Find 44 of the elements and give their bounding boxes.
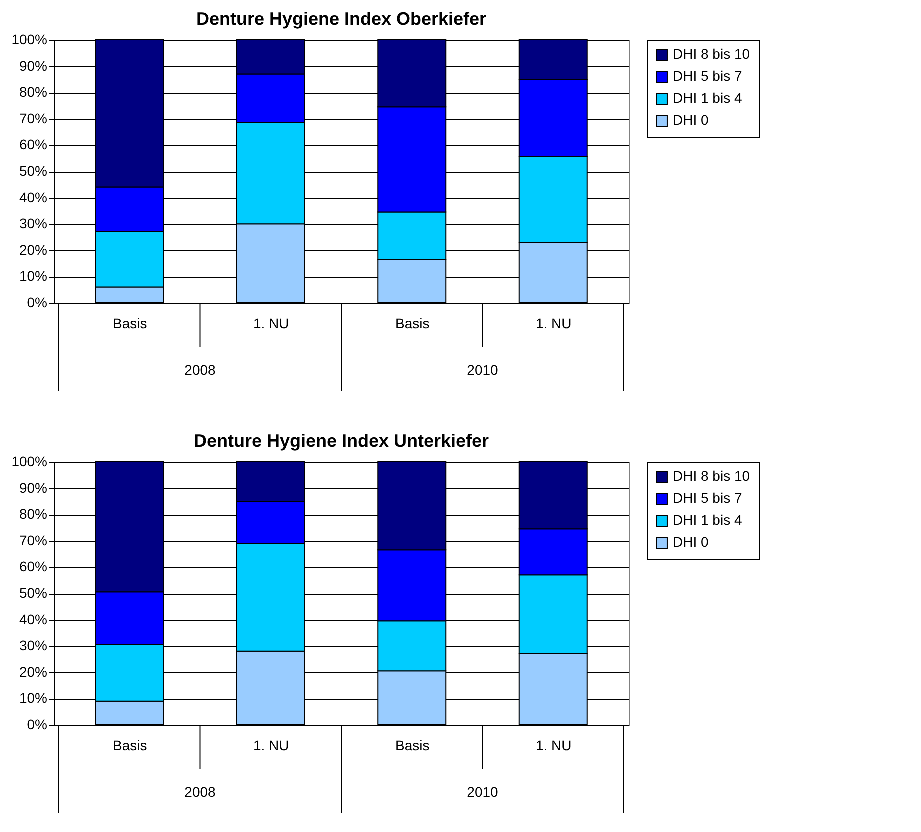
y-tick-label: 0% bbox=[27, 716, 48, 732]
chart-title: Denture Hygiene Index Oberkiefer bbox=[196, 9, 487, 29]
y-tick-label: 70% bbox=[19, 532, 48, 548]
legend-label: DHI 1 bis 4 bbox=[673, 90, 742, 106]
legend-label: DHI 8 bis 10 bbox=[673, 46, 750, 62]
y-tick-label: 30% bbox=[19, 216, 48, 232]
legend-label: DHI 0 bbox=[673, 112, 709, 128]
y-tick-label: 0% bbox=[27, 294, 48, 310]
y-tick-label: 40% bbox=[19, 611, 48, 628]
y-tick-label: 30% bbox=[19, 638, 48, 654]
text: 2010 bbox=[467, 784, 499, 800]
legend-label: DHI 8 bis 10 bbox=[673, 468, 750, 484]
legend-label: DHI 1 bis 4 bbox=[673, 512, 742, 528]
y-tick-label: 20% bbox=[19, 664, 48, 680]
legend-label: DHI 0 bbox=[673, 534, 709, 550]
y-tick-label: 90% bbox=[19, 58, 48, 74]
y-tick-label: 10% bbox=[19, 690, 48, 706]
legend-label: DHI 5 bis 7 bbox=[673, 490, 742, 506]
legend-label: DHI 5 bis 7 bbox=[673, 68, 742, 84]
y-tick-label: 50% bbox=[19, 163, 48, 179]
text: 2008 bbox=[184, 362, 216, 378]
y-tick-label: 100% bbox=[12, 32, 48, 48]
y-tick-label: 50% bbox=[19, 585, 48, 601]
x-tick-label: Basis bbox=[396, 738, 430, 754]
x-tick-label: Basis bbox=[113, 316, 148, 332]
y-tick-label: 80% bbox=[19, 506, 48, 522]
x-tick-label: 1. NU bbox=[536, 738, 572, 754]
y-tick-label: 40% bbox=[19, 189, 48, 206]
y-tick-label: 100% bbox=[12, 454, 48, 470]
y-tick-label: 90% bbox=[19, 480, 48, 496]
y-tick-label: 10% bbox=[19, 268, 48, 284]
y-tick-label: 70% bbox=[19, 110, 48, 126]
chart-title: Denture Hygiene Index Unterkiefer bbox=[194, 431, 490, 451]
y-tick-label: 80% bbox=[19, 84, 48, 100]
x-tick-label: 1. NU bbox=[253, 316, 290, 332]
text: 2010 bbox=[467, 362, 499, 378]
y-tick-label: 20% bbox=[19, 242, 48, 258]
text: 2008 bbox=[184, 784, 216, 800]
x-tick-label: Basis bbox=[396, 316, 430, 332]
x-tick-label: 1. NU bbox=[253, 738, 290, 754]
y-tick-label: 60% bbox=[19, 136, 48, 153]
x-tick-label: 1. NU bbox=[536, 316, 572, 332]
x-tick-label: Basis bbox=[113, 738, 148, 754]
y-tick-label: 60% bbox=[19, 558, 48, 575]
